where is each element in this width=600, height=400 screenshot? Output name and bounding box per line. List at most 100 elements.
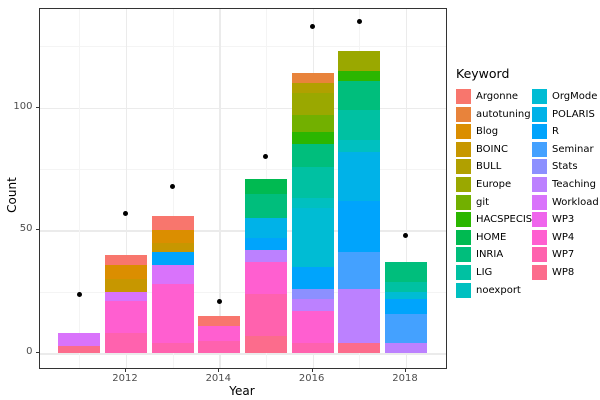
legend-label: HACSPECIS [476,214,533,226]
data-point-2012 [123,210,129,216]
y-minor-gridline [39,169,446,170]
legend-item-Seminar: Seminar [532,141,594,157]
x-tick-mark [404,368,406,372]
legend-swatch-LIG [456,265,471,280]
data-point-2017 [356,19,362,25]
legend-item-Blog: Blog [456,124,498,140]
legend-item-git: git [456,194,490,210]
x-tick-label: 2016 [298,372,325,384]
legend-label: git [476,196,490,208]
bar-segment-Workload [151,264,194,285]
legend-title: Keyword [456,66,510,81]
legend-swatch-HACSPECIS [456,212,471,228]
data-point-2015 [263,154,269,160]
legend-label: Argonne [476,91,519,102]
y-major-gridline [39,353,446,355]
legend-item-LIG: LIG [456,265,492,280]
bar-segment-WP4 [244,262,287,295]
y-tick-mark [35,106,39,108]
bar-segment-POLARIS [338,151,381,201]
bar-segment-Workload [58,333,101,346]
bar-segment-WP7 [291,343,334,353]
x-tick-mark [311,368,313,372]
bar-segment-WP7 [244,294,287,336]
legend: Keyword Argonne autotuning Blog BOINC BULL Eu… [450,66,600,298]
x-tick-mark [218,368,220,372]
bar-segment-R [244,237,287,250]
legend-item-POLARIS: POLARIS [532,106,595,122]
legend-label: Seminar [552,143,594,155]
bar-segment-INRIA [291,144,334,167]
bar-segment-LIG [384,281,427,292]
legend-item-Workload: Workload [532,194,599,210]
legend-item-WP3: WP3 [532,212,574,228]
data-point-2016 [310,24,316,30]
bar-segment-autotuning [291,73,334,84]
bar-2018 [384,262,427,353]
legend-swatch-OrgMode [532,89,547,104]
bar-segment-Blog [104,264,147,280]
legend-label: POLARIS [552,108,595,120]
legend-swatch-WP3 [532,212,547,228]
bar-2015 [244,178,287,353]
legend-item-WP8: WP8 [532,265,574,280]
bar-2016 [291,73,334,353]
bar-segment-INRIA [384,262,427,282]
legend-swatch-Europe [456,177,471,192]
x-tick-label: 2014 [205,372,232,384]
bar-segment-Teaching [291,299,334,312]
legend-item-WP7: WP7 [532,247,574,263]
bar-segment-WP8 [338,343,381,353]
bar-segment-LIG [291,166,334,199]
bar-segment-noexport [291,198,334,209]
bar-segment-BOINC [104,279,147,292]
legend-label: Europe [476,179,512,190]
bar-segment-WP8 [58,345,101,353]
bar-segment-BOINC [151,242,194,253]
legend-item-autotuning: autotuning [456,106,531,122]
legend-label: Workload [552,196,599,208]
bar-2012 [104,254,147,353]
data-point-2014 [216,298,222,304]
bar-segment-INRIA [338,80,381,111]
bar-2017 [338,51,381,353]
bar-segment-R [338,200,381,253]
legend-item-Europe: Europe [456,177,511,192]
legend-label: BULL [476,161,502,173]
data-point-2018 [403,232,409,238]
legend-swatch-WP7 [532,247,547,263]
legend-swatch-Argonne [456,89,471,104]
bar-segment-HACSPECIS [291,132,334,145]
legend-swatch-Blog [456,124,471,140]
legend-swatch-INRIA [456,247,471,263]
bar-segment-Teaching [338,289,381,344]
bar-segment-Stats [291,289,334,299]
bar-segment-Teaching [244,249,287,263]
y-minor-gridline [39,291,446,293]
bar-segment-WP7 [104,333,147,353]
bar-segment-BULL [291,83,334,93]
y-tick-mark [35,352,39,353]
bar-segment-Europe [338,51,381,71]
legend-swatch-BULL [456,159,471,175]
legend-label: INRIA [476,249,504,261]
bar-segment-git [291,115,334,133]
y-major-gridline [39,230,446,232]
bar-segment-noexport [338,139,381,152]
x-tick-label: 2018 [392,372,418,384]
legend-swatch-Workload [532,194,547,210]
bar-2014 [198,316,241,353]
legend-item-Argonne: Argonne [456,89,518,104]
legend-swatch-BOINC [456,141,471,157]
bar-segment-INRIA [244,193,287,219]
bar-segment-WP7 [151,343,194,353]
plot-panel [38,8,447,369]
legend-label: WP4 [552,231,575,243]
legend-swatch-WP4 [532,229,547,245]
legend-swatch-git [456,194,471,210]
legend-label: BOINC [476,143,508,155]
legend-item-WP4: WP4 [532,229,575,245]
bar-segment-WP7 [198,340,241,353]
x-tick-label: 2012 [112,372,138,384]
